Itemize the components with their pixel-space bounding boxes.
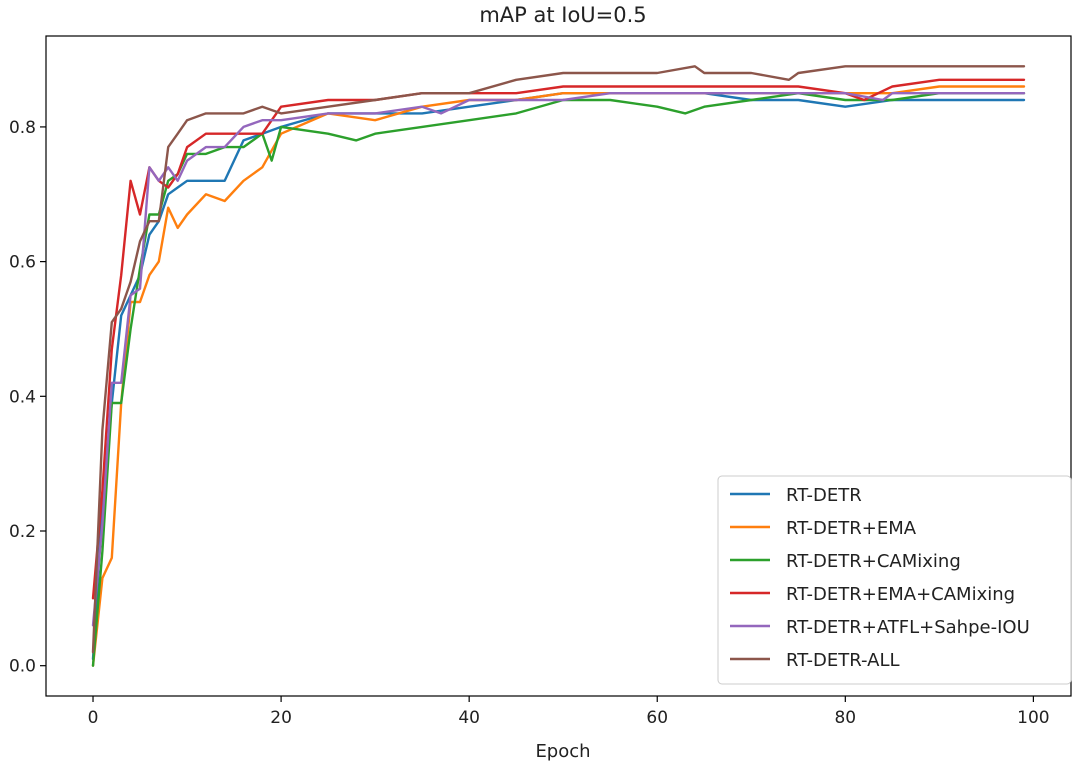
legend-label-4: RT-DETR+ATFL+Sahpe-IOU	[786, 617, 1030, 638]
legend-label-3: RT-DETR+EMA+CAMixing	[786, 584, 1015, 605]
series-line-5	[91, 65, 1026, 654]
series-line-3	[91, 78, 1026, 600]
legend-box	[717, 475, 1072, 685]
legend-label-2: RT-DETR+CAMixing	[786, 551, 961, 572]
legend: RT-DETR RT-DETR+EMA RT-DETR+CAMixing RT-DET…	[717, 475, 1072, 685]
y-tick-label: 0.8	[9, 118, 36, 138]
x-axis: 0 20 40 60 80 100	[88, 696, 1050, 728]
plot-area	[91, 65, 1026, 667]
y-tick-label: 0.4	[9, 387, 36, 407]
series-line-4	[91, 91, 1026, 627]
series-line-2	[91, 91, 1026, 667]
y-tick-label: 0.0	[9, 657, 36, 677]
x-tick-label: 40	[458, 708, 480, 728]
legend-label-5: RT-DETR-ALL	[786, 650, 900, 671]
x-tick-label: 0	[88, 708, 99, 728]
y-tick-label: 0.2	[9, 522, 36, 542]
x-axis-label: Epoch	[535, 741, 590, 762]
plot-frame	[45, 35, 1072, 697]
x-tick-label: 100	[1017, 708, 1049, 728]
x-tick-label: 80	[834, 708, 856, 728]
y-axis: 0.0 0.2 0.4 0.6 0.8	[9, 118, 46, 677]
y-tick-label: 0.6	[9, 253, 36, 273]
legend-label-0: RT-DETR	[786, 485, 862, 506]
x-tick-label: 60	[646, 708, 668, 728]
legend-label-1: RT-DETR+EMA	[786, 518, 917, 539]
x-tick-label: 20	[270, 708, 292, 728]
chart-title: mAP at IoU=0.5	[479, 3, 646, 27]
